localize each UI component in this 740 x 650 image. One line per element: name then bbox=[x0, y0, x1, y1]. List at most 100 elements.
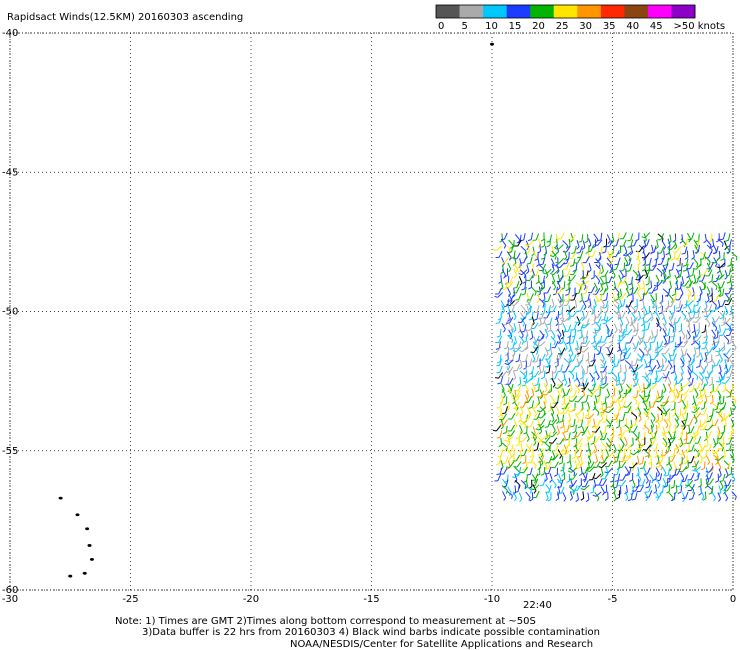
wind-barb bbox=[673, 353, 677, 361]
wind-barb bbox=[598, 268, 602, 276]
wind-barb bbox=[593, 479, 597, 487]
wind-barb-flag bbox=[549, 255, 554, 258]
wind-barb-flag bbox=[645, 455, 649, 458]
wind-barb-flag bbox=[549, 377, 554, 381]
wind-barb bbox=[501, 394, 504, 402]
wind-barb-flag bbox=[647, 416, 650, 421]
wind-barb-flag bbox=[596, 353, 600, 356]
wind-barb-flag bbox=[650, 336, 654, 340]
wind-barb bbox=[607, 250, 611, 258]
wind-barb bbox=[704, 376, 709, 384]
wind-barb bbox=[562, 335, 565, 343]
wind-barb bbox=[520, 406, 524, 414]
wind-barb bbox=[505, 406, 509, 414]
wind-barb bbox=[514, 389, 517, 397]
wind-barb-flag bbox=[541, 462, 544, 466]
wind-barb bbox=[655, 274, 660, 282]
wind-barb bbox=[646, 382, 652, 389]
wind-barb bbox=[644, 256, 647, 264]
wind-barb bbox=[672, 348, 676, 356]
wind-barb bbox=[688, 360, 691, 368]
wind-barb bbox=[499, 354, 502, 362]
wind-barb bbox=[650, 455, 652, 463]
wind-barb-flag bbox=[554, 484, 557, 489]
wind-barb bbox=[660, 364, 665, 372]
wind-barb bbox=[604, 472, 609, 479]
wind-barb bbox=[584, 480, 589, 487]
wind-barb bbox=[615, 396, 620, 403]
wind-barb bbox=[584, 426, 589, 433]
wind-barb-flag bbox=[570, 425, 575, 428]
wind-barb bbox=[687, 294, 690, 302]
wind-barb-flag bbox=[715, 286, 718, 291]
wind-barb-flag bbox=[561, 473, 565, 477]
wind-barb bbox=[627, 406, 632, 413]
wind-barb bbox=[600, 486, 605, 493]
wind-barb bbox=[544, 269, 549, 276]
wind-barb-flag bbox=[679, 444, 683, 448]
wind-barb bbox=[729, 443, 733, 451]
wind-barb bbox=[617, 467, 620, 475]
wind-barb-flag bbox=[502, 288, 507, 291]
wind-barb-flag bbox=[726, 449, 730, 452]
wind-barb bbox=[723, 372, 726, 380]
wind-barb bbox=[562, 323, 567, 331]
wind-barb-flag bbox=[503, 402, 507, 406]
wind-barb-flag bbox=[663, 485, 668, 488]
wind-barb bbox=[624, 359, 631, 366]
wind-barb-flag bbox=[670, 498, 675, 502]
wind-barb bbox=[707, 424, 714, 431]
wind-barb bbox=[589, 372, 594, 379]
wind-barb bbox=[539, 341, 546, 347]
wind-barb-flag bbox=[615, 426, 620, 429]
wind-barb bbox=[583, 280, 590, 286]
wind-barb bbox=[605, 324, 610, 331]
wind-barb bbox=[673, 479, 676, 488]
wind-barb bbox=[628, 258, 632, 266]
wind-barb bbox=[557, 280, 561, 288]
wind-barb bbox=[562, 406, 566, 414]
wind-barb bbox=[602, 478, 607, 486]
wind-barb bbox=[600, 448, 604, 456]
wind-barb bbox=[712, 238, 715, 246]
wind-barb bbox=[587, 461, 590, 469]
wind-barb-flag bbox=[517, 383, 521, 387]
wind-barb bbox=[657, 413, 659, 421]
wind-barb bbox=[684, 348, 688, 356]
wind-barb-flag bbox=[607, 353, 611, 356]
wind-barb-flag bbox=[722, 417, 726, 420]
wind-barb bbox=[713, 306, 720, 312]
wind-barb-flag bbox=[705, 353, 709, 357]
wind-barb bbox=[593, 401, 597, 409]
wind-barb-flag bbox=[602, 251, 606, 254]
wind-barb-flag bbox=[646, 365, 650, 368]
wind-barb bbox=[590, 449, 596, 456]
wind-barb bbox=[593, 406, 600, 413]
wind-barb-flag bbox=[708, 280, 713, 284]
wind-barb bbox=[660, 246, 665, 254]
wind-barb bbox=[709, 478, 714, 485]
wind-barb bbox=[567, 324, 572, 332]
wind-barb-flag bbox=[631, 468, 635, 472]
wind-barb-flag bbox=[536, 364, 541, 368]
wind-barb bbox=[655, 472, 658, 480]
wind-barb bbox=[662, 383, 667, 391]
wind-barb bbox=[636, 390, 639, 398]
wind-barb-flag bbox=[599, 407, 603, 411]
wind-barb bbox=[634, 492, 638, 500]
wind-barb-flag bbox=[569, 497, 573, 501]
wind-barb-flag bbox=[510, 303, 515, 307]
wind-barb-flag bbox=[665, 342, 670, 345]
wind-barb-flag bbox=[721, 349, 726, 352]
wind-barb bbox=[593, 305, 595, 313]
wind-barb bbox=[500, 437, 503, 445]
wind-barb bbox=[625, 485, 628, 493]
wind-barb bbox=[499, 467, 503, 475]
wind-barb-flag bbox=[603, 491, 607, 494]
wind-barb bbox=[636, 371, 638, 380]
wind-barb bbox=[551, 378, 556, 385]
wind-barb bbox=[698, 233, 700, 241]
wind-barb bbox=[693, 258, 699, 265]
wind-barb-flag bbox=[567, 384, 571, 388]
wind-barb-flag bbox=[604, 498, 609, 501]
